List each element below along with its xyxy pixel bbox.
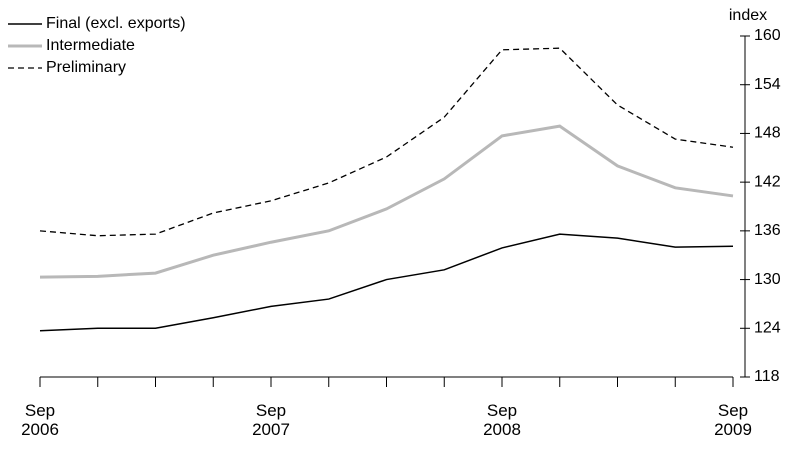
y-tick-label: 136 [754,222,781,239]
x-tick-label: Sep 2007 [252,401,290,439]
y-tick-label: 160 [754,27,781,44]
y-tick-label: 142 [754,173,781,190]
y-tick-label: 118 [754,368,780,385]
x-tick-label: Sep 2006 [21,401,59,439]
x-tick-label: Sep 2008 [483,401,521,439]
y-tick-label: 148 [754,125,781,142]
legend-label: Preliminary [46,59,126,76]
data-line [39,124,734,279]
y-tick-label: 124 [754,320,781,337]
y-tick-label: 130 [754,271,781,288]
x-tick-label: Sep 2009 [714,401,752,439]
data-line [39,47,734,237]
data-line [39,233,734,332]
y-axis-label: index [729,7,767,24]
legend-label: Final (excl. exports) [46,15,186,32]
y-tick-label: 154 [754,76,781,93]
legend-label: Intermediate [46,37,135,54]
